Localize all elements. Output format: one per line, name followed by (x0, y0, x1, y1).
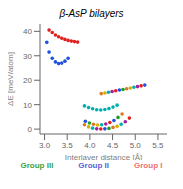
svg-text:3.5: 3.5 (62, 141, 74, 150)
html-text:Group I: Group I (134, 161, 163, 170)
svg-text:4.5: 4.5 (107, 141, 119, 150)
svg-text:40: 40 (23, 27, 32, 36)
svg-text:Interlayer distance [Å]: Interlayer distance [Å] (65, 153, 142, 160)
svg-text:3.0: 3.0 (39, 141, 51, 150)
svg-text:0: 0 (28, 125, 33, 134)
svg-text:ΔE [meV/atom]: ΔE [meV/atom] (8, 52, 15, 106)
svg-text:5.5: 5.5 (152, 141, 164, 150)
svg-text:4.0: 4.0 (84, 141, 96, 150)
svg-text:10: 10 (23, 101, 32, 110)
html-text:β-AsP bilayers: β-AsP bilayers (59, 8, 124, 19)
svg-text:20: 20 (23, 76, 32, 85)
svg-text:5.0: 5.0 (130, 141, 142, 150)
html-text:Group II: Group II (78, 161, 109, 170)
svg-text:30: 30 (23, 52, 32, 61)
html-text:Group III: Group III (20, 161, 54, 170)
